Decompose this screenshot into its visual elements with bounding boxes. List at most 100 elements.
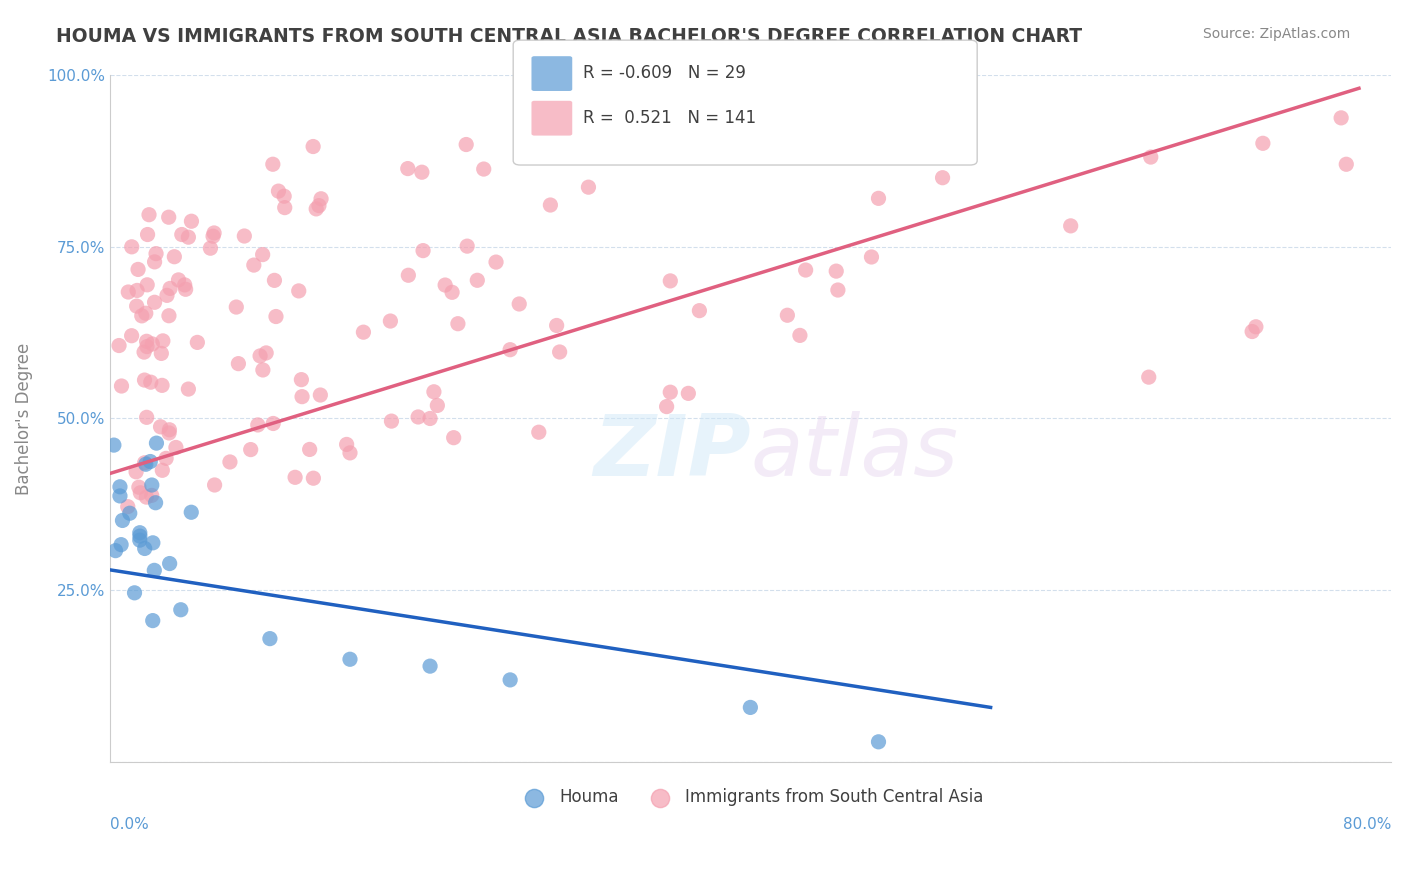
Point [127, 262, 149, 277]
Point [396, 161, 419, 176]
Point [659, 385, 682, 400]
Point [136, 277, 159, 292]
Point [412, 244, 434, 258]
Point [456, 137, 478, 152]
Point [128, 533, 150, 548]
Point [202, 229, 225, 244]
Point [249, 349, 271, 363]
Point [145, 246, 167, 260]
Point [339, 652, 361, 666]
Point [434, 278, 457, 293]
Point [302, 471, 325, 485]
Point [825, 264, 848, 278]
Point [868, 735, 890, 749]
Point [135, 490, 157, 504]
Point [135, 334, 157, 349]
Point [111, 513, 134, 527]
Point [156, 288, 179, 302]
Point [1139, 150, 1161, 164]
Point [419, 411, 441, 425]
Point [298, 442, 321, 457]
Point [134, 541, 156, 556]
Point [139, 454, 162, 468]
Point [108, 480, 131, 494]
Point [233, 229, 256, 244]
Point [548, 345, 571, 359]
Point [1244, 319, 1267, 334]
Point [499, 673, 522, 687]
Point [228, 357, 250, 371]
Point [309, 192, 332, 206]
Point [1330, 111, 1353, 125]
Point [157, 309, 180, 323]
Point [141, 478, 163, 492]
Point [472, 162, 495, 177]
Point [252, 247, 274, 261]
Point [274, 201, 297, 215]
Point [135, 457, 157, 471]
Point [139, 375, 162, 389]
Point [239, 442, 262, 457]
Point [103, 438, 125, 452]
Point [152, 334, 174, 348]
Point [931, 170, 953, 185]
Point [138, 208, 160, 222]
Point [150, 346, 173, 360]
Point [291, 390, 314, 404]
Point [1336, 157, 1358, 171]
Point [180, 505, 202, 519]
Point [396, 268, 419, 283]
Legend: Houma, Immigrants from South Central Asia: Houma, Immigrants from South Central Asi… [510, 781, 990, 813]
Point [287, 284, 309, 298]
Point [308, 199, 330, 213]
Point [352, 325, 374, 339]
Point [243, 258, 266, 272]
Point [290, 373, 312, 387]
Point [180, 214, 202, 228]
Point [254, 346, 277, 360]
Point [576, 139, 599, 153]
Point [125, 465, 148, 479]
Point [141, 337, 163, 351]
Point [167, 273, 190, 287]
Point [508, 297, 530, 311]
Point [131, 309, 153, 323]
Point [776, 308, 799, 322]
Point [104, 543, 127, 558]
Point [546, 318, 568, 333]
Point [259, 632, 281, 646]
Point [263, 273, 285, 287]
Point [202, 226, 225, 240]
Point [336, 437, 359, 451]
Point [117, 500, 139, 514]
Point [447, 317, 470, 331]
Point [538, 198, 561, 212]
Point [108, 489, 131, 503]
Point [678, 386, 700, 401]
Point [157, 425, 180, 440]
Point [200, 241, 222, 255]
Point [485, 255, 508, 269]
Point [264, 310, 287, 324]
Point [794, 263, 817, 277]
Point [789, 328, 811, 343]
Point [465, 273, 488, 287]
Point [499, 343, 522, 357]
Point [110, 379, 132, 393]
Point [121, 240, 143, 254]
Point [145, 436, 167, 450]
Point [380, 314, 402, 328]
Point [134, 456, 156, 470]
Point [305, 202, 328, 216]
Text: 0.0%: 0.0% [110, 817, 149, 832]
Point [135, 410, 157, 425]
Point [655, 400, 678, 414]
Y-axis label: Bachelor's Degree: Bachelor's Degree [15, 343, 32, 494]
Point [443, 431, 465, 445]
Point [419, 659, 441, 673]
Point [132, 345, 155, 359]
Text: R =  0.521   N = 141: R = 0.521 N = 141 [583, 109, 756, 127]
Point [441, 285, 464, 300]
Point [527, 425, 550, 440]
Point [163, 250, 186, 264]
